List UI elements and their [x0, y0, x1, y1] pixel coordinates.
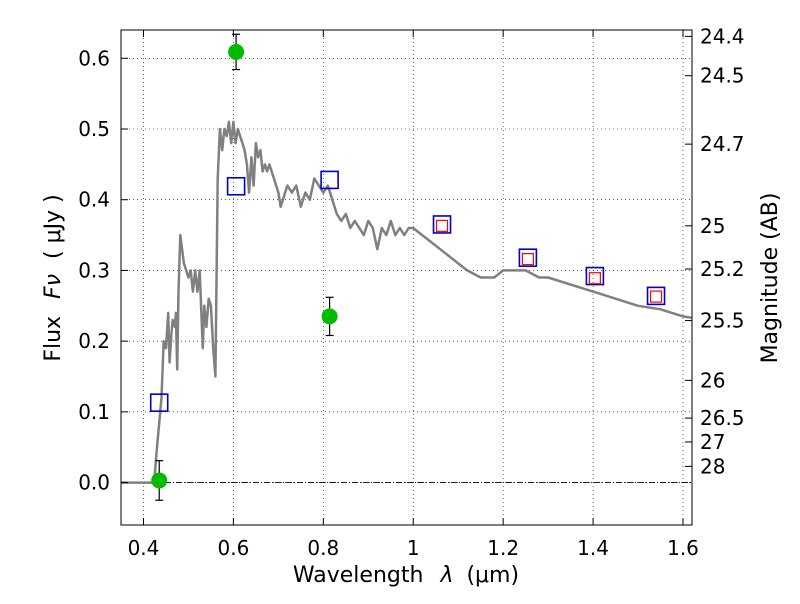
- y-axis-label-text: Flux: [41, 316, 66, 362]
- y2-tick-label: 25.5: [700, 309, 745, 333]
- x-tick-label: 1.6: [667, 536, 699, 560]
- model-flux-square: [646, 286, 666, 306]
- y-tick-label: 0.1: [78, 400, 110, 424]
- y-tick-label: 0.2: [78, 329, 110, 353]
- x-axis-label-unit: (μm): [466, 563, 519, 588]
- y2-axis-label: Magnitude (AB): [758, 193, 783, 364]
- marker-layer: [149, 33, 666, 501]
- x-tick-label: 1.2: [487, 536, 519, 560]
- y-axis-label-unit: ( μJy ): [41, 194, 66, 259]
- x-tick-label: 0.6: [217, 536, 249, 560]
- y-axis-ticks: 0.0 0.1 0.2 0.3 0.4 0.5 0.6: [78, 46, 128, 495]
- measured-flux-circle: [151, 472, 168, 489]
- model-flux-square: [320, 170, 339, 190]
- y2-tick-label: 25.2: [700, 257, 745, 281]
- measured-flux-red-square: [435, 219, 449, 232]
- measured-flux-red-square: [521, 253, 534, 266]
- y-tick-label: 0.4: [78, 188, 110, 212]
- y2-tick-label: 24.4: [700, 24, 745, 48]
- model-flux-square: [149, 393, 169, 412]
- y2-tick-label: 25: [700, 214, 725, 238]
- x-tick-label: 0.4: [128, 536, 160, 560]
- y2-tick-label: 26: [700, 368, 725, 392]
- y2-tick-label: 26.5: [700, 406, 745, 430]
- y2-tick-label: 28: [700, 454, 725, 478]
- y-tick-label: 0.6: [78, 46, 110, 70]
- x-tick-label: 1: [407, 536, 420, 560]
- x-axis-label-text: Wavelength: [293, 563, 424, 588]
- y2-tick-label: 27: [700, 430, 725, 454]
- y-axis-label-symbol: Fν: [41, 274, 66, 299]
- measured-flux-red-square: [649, 290, 663, 303]
- model-flux-square: [518, 248, 538, 267]
- measured-flux-red-square: [588, 272, 601, 285]
- y2-tick-label: 24.7: [700, 132, 745, 156]
- model-sed-line: [121, 120, 693, 484]
- y-tick-label: 0.3: [78, 258, 110, 282]
- model-flux-square: [226, 176, 246, 196]
- y-axis-label: Flux Fν ( μJy ): [41, 194, 66, 361]
- plot-frame: [120, 29, 693, 526]
- y2-tick-label: 24.5: [700, 64, 745, 88]
- model-flux-square: [432, 215, 452, 234]
- y-tick-label: 0.5: [78, 117, 110, 141]
- x-tick-label: 1.4: [577, 536, 609, 560]
- measured-flux-circle: [321, 308, 338, 325]
- x-tick-label: 0.8: [307, 536, 339, 560]
- measured-flux-circle: [228, 43, 245, 60]
- model-sed-line-layer: [121, 120, 693, 484]
- model-flux-square: [585, 266, 605, 286]
- x-axis-label-symbol: λ: [439, 563, 453, 588]
- grid-lines: [121, 30, 692, 525]
- x-axis-label: Wavelength λ (μm): [293, 563, 519, 588]
- y-tick-label: 0.0: [78, 471, 110, 495]
- x-axis-ticks: 0.4 0.6 0.8 1 1.2 1.4 1.6: [128, 30, 699, 560]
